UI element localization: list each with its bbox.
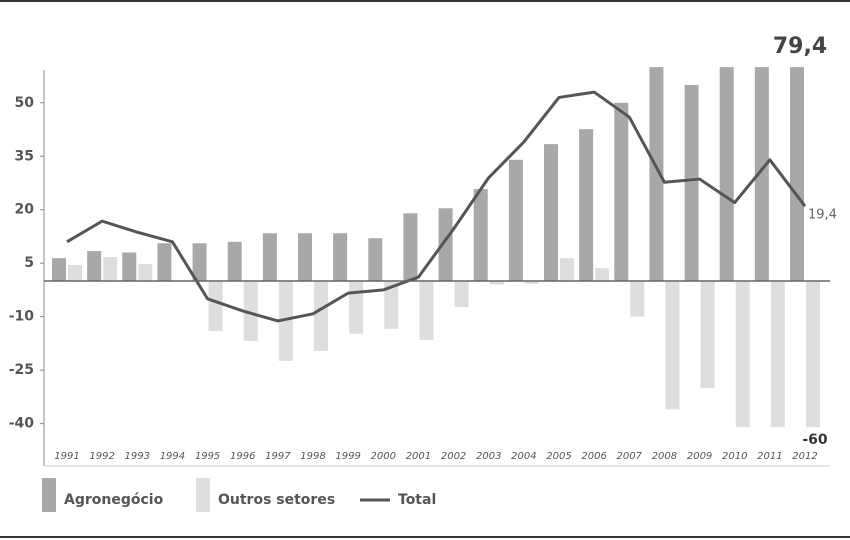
x-tick-label: 2010 <box>722 451 747 462</box>
x-tick-label: 1999 <box>335 451 360 462</box>
x-tick-label: 1991 <box>54 451 79 462</box>
bar <box>243 281 258 341</box>
bar <box>579 129 594 282</box>
bar <box>595 268 610 282</box>
bar <box>544 144 558 282</box>
bar <box>278 281 293 361</box>
x-tick-label: 2004 <box>511 451 536 462</box>
bar <box>138 263 153 282</box>
x-tick-label: 2011 <box>757 451 782 462</box>
x-tick-label: 2000 <box>371 451 396 462</box>
annotation: 19,4 <box>808 208 837 223</box>
x-tick-label: 2008 <box>652 451 677 462</box>
x-tick-label: 2006 <box>581 451 606 462</box>
bar <box>349 281 364 334</box>
x-tick-label: 1997 <box>265 451 291 462</box>
bar <box>790 67 804 282</box>
bar <box>806 281 820 428</box>
bar <box>489 281 504 285</box>
y-tick-label: 35 <box>15 148 34 164</box>
bar <box>700 281 715 388</box>
x-tick-label: 2012 <box>792 451 817 462</box>
bar <box>103 257 118 282</box>
legend-label: Total <box>398 492 436 508</box>
x-tick-label: 1993 <box>125 451 150 462</box>
bar <box>665 281 680 410</box>
bar <box>719 67 734 282</box>
y-tick-label: -25 <box>9 362 34 378</box>
bar <box>614 102 629 282</box>
x-tick-label: 2002 <box>441 451 466 462</box>
y-tick-label: -40 <box>9 416 35 432</box>
bar <box>262 233 277 282</box>
bar <box>122 252 137 282</box>
y-tick-label: -10 <box>9 309 35 325</box>
bar <box>157 243 172 282</box>
bar <box>524 281 539 284</box>
legend-label: Outros setores <box>218 492 335 508</box>
bar <box>68 264 82 282</box>
bar <box>649 67 664 282</box>
bar <box>208 281 223 331</box>
y-tick-label: 50 <box>15 95 35 111</box>
x-tick-label: 2001 <box>406 451 431 462</box>
bar <box>473 189 488 282</box>
bar <box>333 233 348 282</box>
bar <box>735 281 750 428</box>
x-tick-label: 2007 <box>617 451 643 462</box>
x-tick-label: 2009 <box>687 451 712 462</box>
bar <box>454 281 469 308</box>
x-tick-label: 1996 <box>230 451 255 462</box>
x-tick-label: 2003 <box>476 451 501 462</box>
y-tick-label: 5 <box>24 255 34 271</box>
annotation: -60 <box>802 432 828 448</box>
x-tick-label: 1992 <box>89 451 114 462</box>
bar <box>368 238 383 282</box>
x-tick-label: 1995 <box>195 451 220 462</box>
x-tick-label: 1994 <box>160 451 185 462</box>
x-tick-label: 1998 <box>300 451 325 462</box>
bar <box>754 67 769 282</box>
y-tick-label: 20 <box>15 202 35 218</box>
x-tick-label: 2005 <box>546 451 571 462</box>
legend-swatch <box>42 478 56 512</box>
bar <box>770 281 785 428</box>
bar <box>52 258 66 282</box>
bar <box>87 251 102 282</box>
bar <box>630 281 645 317</box>
legend-swatch <box>196 478 210 512</box>
bar <box>419 281 434 340</box>
total-line <box>66 90 807 323</box>
bar <box>227 241 242 282</box>
bar <box>384 281 399 329</box>
legend-label: Agronegócio <box>64 492 164 508</box>
bar <box>684 84 699 282</box>
bar <box>192 243 207 282</box>
bar <box>298 233 312 282</box>
bar <box>314 281 328 351</box>
annotation: 79,4 <box>773 34 827 59</box>
bar <box>508 159 523 282</box>
bar <box>438 208 453 282</box>
bar <box>403 213 418 282</box>
bar <box>560 258 574 282</box>
